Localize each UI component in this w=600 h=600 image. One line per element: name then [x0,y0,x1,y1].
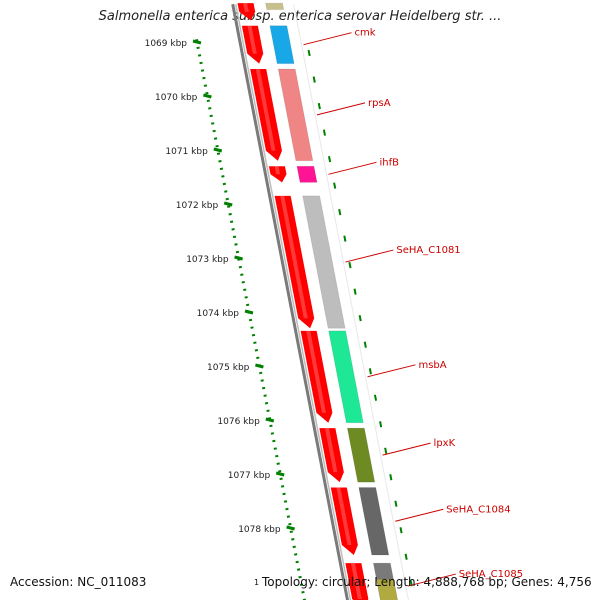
feature-label: rpsA [368,98,391,109]
tick-label: 1070 kbp [155,93,198,103]
feature-partial[interactable] [237,2,285,21]
label-leader [345,249,394,263]
outer-ticks [307,49,416,600]
feature-ihfb[interactable] [268,165,318,183]
cds-arrow[interactable] [241,25,264,64]
backbone-line [231,3,349,600]
feature-seha_c1081[interactable] [274,195,346,329]
axis-tick [203,93,212,99]
axis-tick [234,255,243,261]
feature-labels: cmk rpsA ihfB SeHA_C1081 msbA lpxK SeHA_C1084 S… [303,28,523,587]
footer-marker: 1 [254,578,260,587]
backbone-line [234,4,352,600]
feature-track[interactable] [237,2,400,600]
map-title: Salmonella enterica subsp. enterica sero… [98,9,502,24]
cds-arrow[interactable] [250,69,282,161]
label-leader [316,102,366,116]
label-leader [303,32,352,46]
feature-label: SeHA_C1081 [396,245,460,256]
feature-label: msbA [418,360,446,371]
feature-label: lpxK [434,438,456,449]
cds-arrow[interactable] [330,487,358,556]
backbone-line [293,4,409,600]
tick-label: 1071 kbp [165,147,208,157]
feature-label: ihfB [379,157,399,168]
gene-bar [347,428,375,483]
tick-label: 1069 kbp [145,39,188,49]
tick-label: 1077 kbp [228,471,271,481]
label-leader [328,161,377,175]
gene-bar [269,25,295,64]
tick-label: 1072 kbp [176,201,219,211]
axis-tick [265,417,275,423]
tick-label: 1076 kbp [217,417,260,427]
label-leader [382,442,431,456]
axis-tick [275,471,285,477]
cds-arrow[interactable] [274,195,315,329]
axis-tick [286,525,295,531]
tick-label: 1074 kbp [197,309,240,319]
cds-arrow[interactable] [319,428,344,483]
topology-summary: Topology: circular; Length: 4,888,768 bp… [262,575,592,589]
feature-label: cmk [355,28,376,39]
axis-tick [223,201,233,207]
feature-lpxk[interactable] [319,427,376,483]
gene-bar [302,195,346,329]
axis-tick [192,39,202,45]
cds-arrow[interactable] [348,579,369,600]
cds-arrow[interactable] [268,166,287,183]
tick-label: 1078 kbp [238,525,281,535]
tick-label: 1075 kbp [207,363,250,373]
gene-bar [296,166,318,183]
tick-label: 1073 kbp [186,255,229,265]
gene-bar [265,3,284,10]
gene-bar [278,69,313,161]
cds-arrow[interactable] [300,330,333,423]
feature-label: SeHA_C1084 [446,504,510,515]
axis-tick [213,147,223,153]
cds-arrow[interactable] [237,3,256,21]
backbone [231,3,409,600]
accession-label: Accession: NC_011083 [10,575,147,589]
gene-bar [376,579,398,600]
feature-cmk[interactable] [241,25,295,65]
axis-tick [255,363,264,369]
label-leader [395,508,444,522]
feature-label: SeHA_C1085 [459,569,523,580]
feature-rpsa[interactable] [250,68,314,162]
gene-bar [328,330,364,423]
scale-axis: 1069 kbp 1070 kbp 1071 kbp 1072 kbp 1073 kbp… [145,39,416,600]
gene-bar [358,487,389,555]
axis-tick [244,309,254,315]
feature-seha_c1084[interactable] [330,487,390,556]
label-leader [367,364,416,378]
feature-msba[interactable] [300,330,364,424]
label-leader [407,573,456,587]
feature-partial[interactable] [348,578,399,600]
axis-dots [195,39,306,600]
